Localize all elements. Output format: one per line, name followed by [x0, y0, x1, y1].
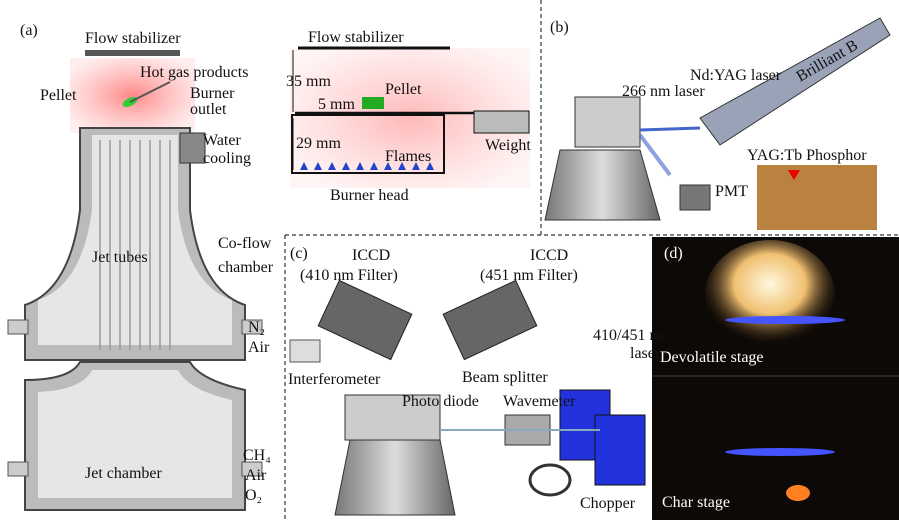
label: O₂: [245, 487, 262, 504]
label: cooling: [203, 150, 251, 167]
label: CH₄: [243, 447, 271, 464]
label: 35 mm: [286, 73, 331, 90]
panel-label: (b): [550, 19, 569, 36]
label: YAG:Tb Phosphor: [747, 147, 867, 164]
label: Photo diode: [402, 393, 479, 410]
label: laser: [630, 345, 661, 362]
label: (410 nm Filter): [300, 267, 398, 284]
panel-label: (a): [20, 22, 38, 39]
label: Chopper: [580, 495, 636, 512]
label: Hot gas products: [140, 64, 248, 81]
label: Weight: [485, 137, 531, 154]
label: Flames: [385, 148, 431, 165]
label: Flow stabilizer: [85, 30, 181, 47]
label: Burner: [190, 85, 235, 102]
label: N₂: [248, 319, 265, 336]
label: Air: [248, 339, 270, 356]
label: 410/451 nm: [593, 327, 670, 344]
label: Char stage: [662, 494, 730, 511]
label: 5 mm: [318, 96, 355, 113]
label: Water: [203, 132, 241, 149]
label: Jet chamber: [85, 465, 163, 482]
inset-drawing: [290, 48, 530, 188]
label: ICCD: [352, 247, 390, 264]
burner-drawing: [8, 50, 262, 510]
label: PMT: [715, 183, 748, 200]
label: Devolatile stage: [660, 349, 764, 366]
label: ICCD: [530, 247, 568, 264]
panel-d-photo: [652, 237, 899, 520]
label: Air: [245, 467, 267, 484]
label: 29 mm: [296, 135, 341, 152]
label: Wavemeter: [503, 393, 576, 410]
figure: (a) Flow stabilizer Hot gas products Pel…: [0, 0, 899, 520]
label: Jet tubes: [92, 249, 148, 266]
label: chamber: [218, 259, 274, 276]
label: Co-flow: [218, 235, 272, 252]
panel-label: (c): [290, 245, 308, 262]
label: Pellet: [40, 87, 77, 104]
label: 266 nm laser: [622, 83, 705, 100]
label: Pellet: [385, 81, 422, 98]
label: Interferometer: [288, 371, 381, 388]
label: Burner head: [330, 187, 409, 204]
label: Flow stabilizer: [308, 29, 404, 46]
label: Nd:YAG laser: [690, 67, 782, 84]
label: (451 nm Filter): [480, 267, 578, 284]
label: outlet: [190, 101, 227, 118]
label: Beam splitter: [462, 369, 548, 386]
panel-label: (d): [664, 245, 683, 262]
